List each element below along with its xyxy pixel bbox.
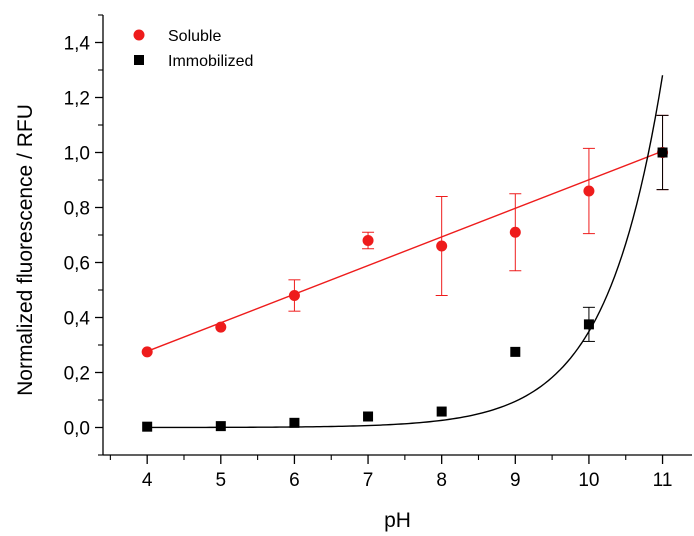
fit-line-immobilized: [147, 75, 664, 429]
data-point-immobilized: [583, 319, 594, 330]
data-point-soluble: [288, 290, 300, 301]
x-tick-label: 9: [510, 470, 521, 491]
data-point-immobilized: [215, 421, 226, 432]
x-tick-label: 11: [653, 470, 673, 491]
fit-lines: [146, 75, 664, 429]
data-point-immobilized: [142, 421, 153, 432]
axes: [95, 14, 692, 464]
x-tick-label: 8: [436, 470, 447, 491]
x-axis-title: pH: [384, 509, 411, 532]
fit-line-soluble: [146, 150, 663, 352]
data-point-soluble: [583, 185, 595, 197]
x-tick-label: 6: [289, 470, 300, 491]
legend-marker-soluble: [133, 29, 145, 41]
y-tick-label: 1,4: [64, 34, 91, 55]
legend-label-immobilized: Immobilized: [168, 53, 253, 70]
legend-label-soluble: Soluble: [168, 28, 221, 45]
data-point-immobilized: [436, 406, 447, 417]
data-point-immobilized: [363, 411, 374, 422]
x-tick-label: 5: [216, 470, 227, 491]
data-point-immobilized: [289, 417, 300, 428]
y-tick-label: 0,2: [64, 364, 90, 385]
data-point-soluble: [509, 226, 521, 238]
legend-marker-immobilized: [134, 55, 144, 65]
data-point-soluble: [141, 346, 153, 358]
data-point-soluble: [215, 321, 227, 333]
legend: Soluble Immobilized: [133, 28, 253, 70]
data-point-soluble: [362, 235, 374, 246]
y-tick-label: 0,6: [64, 254, 90, 275]
data-point-immobilized: [657, 147, 668, 158]
x-tick-label: 7: [363, 470, 374, 491]
y-tick-label: 1,2: [64, 89, 90, 110]
y-tick-label: 0,4: [64, 309, 91, 330]
data-point-soluble: [436, 240, 448, 252]
data-markers: [141, 147, 669, 432]
y-axis-title: Normalized fluorescence / RFU: [14, 104, 37, 396]
y-tick-label: 1,0: [64, 144, 90, 165]
y-tick-label: 0,8: [64, 199, 90, 220]
x-tick-label: 4: [142, 470, 153, 491]
error-bars: [288, 114, 669, 342]
data-point-immobilized: [510, 346, 521, 357]
x-tick-label: 10: [578, 470, 599, 491]
tick-labels: 4 5 6 7 8 9 10 11 0,0 0,2 0,4 0,6 0,8 1,0 1,2 1,4: [64, 34, 673, 492]
y-tick-label: 0,0: [64, 419, 90, 440]
